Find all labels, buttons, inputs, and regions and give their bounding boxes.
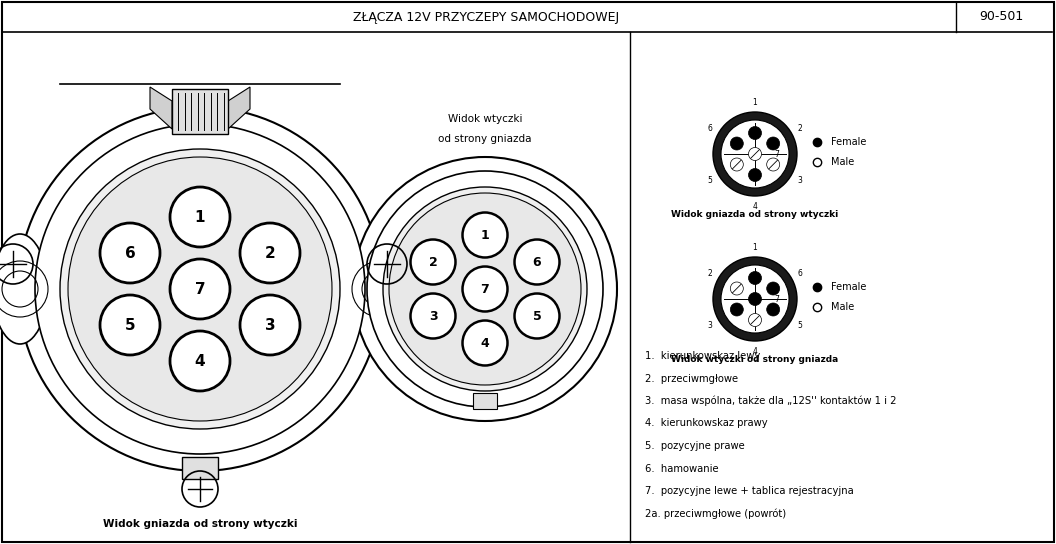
Text: 7: 7 bbox=[194, 281, 205, 296]
Circle shape bbox=[18, 107, 382, 471]
Circle shape bbox=[60, 149, 340, 429]
Ellipse shape bbox=[0, 234, 48, 344]
Polygon shape bbox=[228, 87, 250, 129]
Text: Female: Female bbox=[831, 282, 866, 292]
Circle shape bbox=[749, 313, 761, 326]
Bar bbox=[182, 457, 218, 479]
Circle shape bbox=[767, 137, 779, 150]
Text: 7: 7 bbox=[775, 294, 779, 304]
Circle shape bbox=[767, 158, 779, 171]
Text: Male: Male bbox=[831, 302, 854, 312]
Text: ZŁĄCZA 12V PRZYCZEPY SAMOCHODOWEJ: ZŁĄCZA 12V PRZYCZEPY SAMOCHODOWEJ bbox=[353, 10, 619, 23]
Text: 3: 3 bbox=[429, 310, 437, 323]
Circle shape bbox=[68, 157, 332, 421]
Text: 2a. przeciwmgłowe (powrót): 2a. przeciwmgłowe (powrót) bbox=[645, 508, 786, 519]
Circle shape bbox=[389, 193, 581, 385]
Circle shape bbox=[463, 320, 508, 366]
Text: 6.  hamowanie: 6. hamowanie bbox=[645, 463, 719, 473]
Text: 1: 1 bbox=[194, 209, 205, 225]
Circle shape bbox=[749, 271, 761, 285]
Text: 6: 6 bbox=[708, 123, 713, 133]
Text: 3: 3 bbox=[708, 320, 713, 330]
Text: 3: 3 bbox=[265, 318, 276, 332]
Text: 5: 5 bbox=[125, 318, 135, 332]
Text: 1: 1 bbox=[480, 228, 489, 242]
Text: 7: 7 bbox=[480, 282, 489, 295]
Text: Female: Female bbox=[831, 137, 866, 147]
Circle shape bbox=[749, 127, 761, 139]
Text: 2: 2 bbox=[708, 269, 713, 277]
Circle shape bbox=[463, 213, 508, 257]
Text: 1.  kierunkowskaz lewy: 1. kierunkowskaz lewy bbox=[645, 351, 760, 361]
Circle shape bbox=[731, 137, 743, 150]
Text: 5: 5 bbox=[708, 176, 713, 184]
Text: 4: 4 bbox=[194, 354, 205, 368]
Circle shape bbox=[35, 124, 365, 454]
Text: 7: 7 bbox=[775, 150, 779, 158]
Circle shape bbox=[731, 282, 743, 295]
Circle shape bbox=[463, 267, 508, 312]
Text: 1: 1 bbox=[753, 97, 757, 107]
Text: Widok wtyczki: Widok wtyczki bbox=[448, 114, 523, 124]
Text: 4.  kierunkowskaz prawy: 4. kierunkowskaz prawy bbox=[645, 418, 768, 429]
Circle shape bbox=[411, 294, 455, 338]
Bar bbox=[473, 393, 497, 409]
Circle shape bbox=[170, 331, 230, 391]
Text: 7.  pozycyjne lewe + tablica rejestracyjna: 7. pozycyjne lewe + tablica rejestracyjn… bbox=[645, 486, 853, 496]
Circle shape bbox=[353, 157, 617, 421]
Circle shape bbox=[383, 187, 587, 391]
Text: 2: 2 bbox=[265, 245, 276, 261]
Circle shape bbox=[721, 265, 789, 333]
Circle shape bbox=[367, 171, 603, 407]
Text: Male: Male bbox=[831, 157, 854, 167]
Text: 5: 5 bbox=[797, 320, 803, 330]
Circle shape bbox=[721, 120, 789, 188]
Text: 1: 1 bbox=[753, 243, 757, 251]
Circle shape bbox=[100, 295, 161, 355]
Ellipse shape bbox=[353, 234, 408, 344]
Text: 6: 6 bbox=[797, 269, 803, 277]
Text: 2.  przeciwmgłowe: 2. przeciwmgłowe bbox=[645, 374, 738, 384]
Text: 4: 4 bbox=[480, 337, 489, 349]
Circle shape bbox=[749, 169, 761, 182]
Text: od strony gniazda: od strony gniazda bbox=[438, 134, 532, 144]
Text: 5: 5 bbox=[532, 310, 542, 323]
Text: 4: 4 bbox=[753, 201, 757, 211]
Circle shape bbox=[731, 158, 743, 171]
Text: 2: 2 bbox=[797, 123, 803, 133]
Circle shape bbox=[749, 147, 761, 160]
Circle shape bbox=[170, 187, 230, 247]
Circle shape bbox=[411, 239, 455, 285]
Circle shape bbox=[514, 294, 560, 338]
Circle shape bbox=[767, 282, 779, 295]
Text: 2: 2 bbox=[429, 256, 437, 269]
Circle shape bbox=[731, 303, 743, 316]
Bar bbox=[172, 89, 228, 134]
Text: Widok wtyczki od strony gniazda: Widok wtyczki od strony gniazda bbox=[672, 355, 838, 363]
Text: 3: 3 bbox=[797, 176, 803, 184]
Circle shape bbox=[713, 112, 797, 196]
Text: 90-501: 90-501 bbox=[979, 10, 1023, 23]
Circle shape bbox=[767, 303, 779, 316]
Text: Widok gniazda od strony wtyczki: Widok gniazda od strony wtyczki bbox=[672, 209, 838, 219]
Text: 6: 6 bbox=[125, 245, 135, 261]
Circle shape bbox=[240, 223, 300, 283]
Text: 3.  masa wspólna, także dla „12S'' kontaktów 1 i 2: 3. masa wspólna, także dla „12S'' kontak… bbox=[645, 395, 897, 406]
Polygon shape bbox=[150, 87, 172, 129]
Circle shape bbox=[240, 295, 300, 355]
Circle shape bbox=[749, 293, 761, 306]
Text: 6: 6 bbox=[532, 256, 542, 269]
Circle shape bbox=[713, 257, 797, 341]
Circle shape bbox=[514, 239, 560, 285]
Circle shape bbox=[100, 223, 161, 283]
Text: 4: 4 bbox=[753, 347, 757, 355]
Text: 5.  pozycyjne prawe: 5. pozycyjne prawe bbox=[645, 441, 744, 451]
Text: Widok gniazda od strony wtyczki: Widok gniazda od strony wtyczki bbox=[102, 519, 297, 529]
Circle shape bbox=[170, 259, 230, 319]
